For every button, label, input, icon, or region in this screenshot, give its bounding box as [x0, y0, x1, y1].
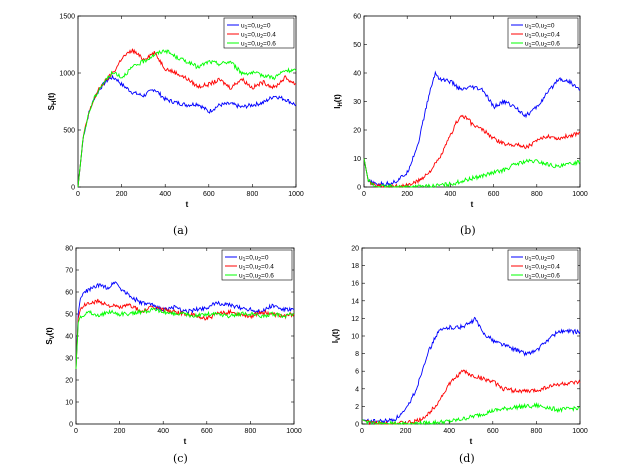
y-tick-label: 16 — [351, 281, 359, 288]
chart-panel-b: 0 200 400 600 800 1000 0 10 20 30 40 50 60 t IH(t) u1=0… — [333, 14, 588, 210]
x-tick-label: 400 — [159, 191, 171, 198]
y-axis-label: SV(t) — [45, 327, 56, 345]
y-tick-label: 0 — [71, 185, 75, 192]
legend-entry: u1=0,u2=0.6 — [525, 40, 560, 49]
x-tick-label: 800 — [531, 428, 543, 435]
y-tick-label: 80 — [65, 246, 73, 253]
y-tick-label: 1500 — [59, 14, 75, 21]
legend-entry: u1=0,u2=0.4 — [239, 263, 274, 272]
y-tick-label: 0 — [355, 422, 359, 429]
legend-entry: u1=0,u2=0.4 — [525, 31, 560, 40]
chart-panel-c: 0 200 400 600 800 1000 0 10 20 30 40 50 60 70 80 t SV(t)… — [45, 246, 302, 447]
series-line-1 — [363, 70, 580, 187]
chart-panel-d: 0 200 400 600 800 1000 0 2 4 6 8 10 12 14 16 18 20 t IV(t)… — [331, 246, 588, 447]
y-tick-label: 10 — [351, 334, 359, 341]
y-tick-label: 30 — [65, 356, 73, 363]
y-tick-label: 50 — [353, 42, 361, 49]
legend-entry: u1=0,u2=0 — [525, 22, 555, 31]
series-line-2 — [77, 48, 297, 188]
series-line-1 — [75, 281, 295, 370]
y-tick-label: 10 — [65, 400, 73, 407]
y-tick-label: 6 — [355, 369, 359, 376]
y-tick-label: 40 — [353, 71, 361, 78]
x-axis-label: t — [184, 437, 187, 446]
x-tick-label: 1000 — [288, 191, 304, 198]
caption-a: (a) — [173, 224, 189, 237]
y-tick-label: 60 — [353, 14, 361, 21]
y-tick-label: 500 — [63, 128, 75, 135]
y-axis-label: IV(t) — [331, 329, 342, 344]
x-axis-label: t — [186, 200, 189, 209]
x-tick-label: 600 — [487, 428, 499, 435]
legend: u1=0,u2=0u1=0,u2=0.4u1=0,u2=0.6 — [507, 249, 579, 281]
chart-panel-a: 0 200 400 600 800 1000 0 500 1000 1500 t SH(t) u1=0,… — [47, 14, 304, 210]
legend: u1=0,u2=0u1=0,u2=0.4u1=0,u2=0.6 — [223, 17, 295, 49]
legend-entry: u1=0,u2=0 — [239, 254, 269, 263]
legend-entry: u1=0,u2=0.4 — [241, 31, 276, 40]
y-axis-label: IH(t) — [333, 94, 344, 109]
x-tick-label: 600 — [488, 191, 500, 198]
x-tick-label: 600 — [203, 191, 215, 198]
series-line-3 — [75, 307, 295, 370]
legend-entry: u1=0,u2=0.6 — [239, 272, 274, 281]
series-line-3 — [77, 49, 297, 188]
legend-entry: u1=0,u2=0.6 — [525, 272, 560, 281]
x-tick-label: 0 — [74, 428, 78, 435]
x-tick-label: 0 — [76, 191, 80, 198]
x-tick-label: 800 — [531, 191, 543, 198]
x-axis-label: t — [471, 200, 474, 209]
series-line-2 — [75, 298, 295, 370]
caption-b: (b) — [460, 224, 476, 237]
y-tick-label: 14 — [351, 298, 359, 305]
y-tick-label: 20 — [353, 128, 361, 135]
x-tick-label: 600 — [201, 428, 213, 435]
series-line-1 — [77, 74, 297, 188]
y-tick-label: 50 — [65, 312, 73, 319]
x-tick-label: 800 — [247, 191, 259, 198]
x-tick-label: 200 — [116, 191, 128, 198]
y-tick-label: 10 — [353, 156, 361, 163]
y-tick-label: 30 — [353, 99, 361, 106]
x-tick-label: 200 — [400, 428, 412, 435]
x-tick-label: 1000 — [572, 191, 588, 198]
y-tick-label: 20 — [351, 246, 359, 253]
y-tick-label: 20 — [65, 378, 73, 385]
y-tick-label: 40 — [65, 334, 73, 341]
x-tick-label: 1000 — [572, 428, 588, 435]
x-tick-label: 0 — [360, 428, 364, 435]
legend: u1=0,u2=0u1=0,u2=0.4u1=0,u2=0.6 — [507, 17, 579, 49]
x-tick-label: 800 — [245, 428, 257, 435]
y-tick-label: 0 — [357, 185, 361, 192]
y-tick-label: 2 — [355, 404, 359, 411]
caption-c: (c) — [173, 452, 188, 465]
caption-d: (d) — [459, 452, 475, 465]
legend-entry: u1=0,u2=0.6 — [241, 40, 276, 49]
x-tick-label: 200 — [401, 191, 413, 198]
y-tick-label: 0 — [69, 422, 73, 429]
series-line-3 — [363, 158, 581, 189]
series-line-1 — [361, 316, 581, 425]
x-axis-label: t — [470, 437, 473, 446]
legend-entry: u1=0,u2=0.4 — [525, 263, 560, 272]
y-tick-label: 8 — [355, 351, 359, 358]
x-tick-label: 400 — [443, 428, 455, 435]
y-tick-label: 18 — [351, 263, 359, 270]
y-axis-label: SH(t) — [47, 92, 58, 110]
legend-entry: u1=0,u2=0 — [241, 22, 271, 31]
x-tick-label: 400 — [157, 428, 169, 435]
legend-entry: u1=0,u2=0 — [525, 254, 555, 263]
x-tick-label: 200 — [114, 428, 126, 435]
legend: u1=0,u2=0u1=0,u2=0.4u1=0,u2=0.6 — [221, 249, 293, 281]
y-tick-label: 12 — [351, 316, 359, 323]
x-tick-label: 1000 — [286, 428, 302, 435]
y-tick-label: 60 — [65, 290, 73, 297]
y-tick-label: 1000 — [59, 71, 75, 78]
y-tick-label: 70 — [65, 268, 73, 275]
y-tick-label: 4 — [355, 386, 359, 393]
x-tick-label: 400 — [445, 191, 457, 198]
x-tick-label: 0 — [362, 191, 366, 198]
series-line-3 — [361, 401, 581, 426]
